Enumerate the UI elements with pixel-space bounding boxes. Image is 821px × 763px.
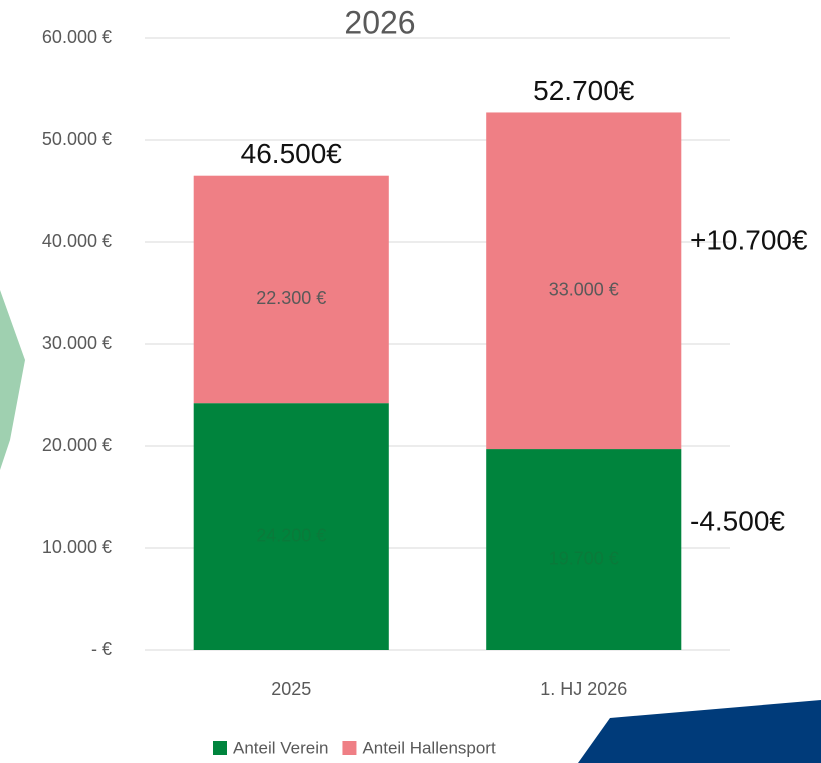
decor-arrow	[0, 290, 25, 470]
annotation: +10.700€	[690, 224, 808, 255]
y-tick-label: 40.000 €	[42, 231, 112, 251]
chart: 2026 - € 10.000 € 20.000 € 30.000 € 40.000 €…	[0, 0, 821, 763]
legend-label: Anteil Hallensport	[362, 738, 496, 757]
value-label: 33.000 €	[549, 280, 619, 300]
x-tick-label: 1. HJ 2026	[540, 679, 627, 699]
value-label: 22.300 €	[256, 288, 326, 308]
y-tick-label: - €	[91, 639, 112, 659]
legend-swatch	[213, 741, 227, 755]
legend-label: Anteil Verein	[233, 738, 328, 757]
y-tick-label: 10.000 €	[42, 537, 112, 557]
value-label: 24.200 €	[256, 525, 326, 545]
chart-title: 2026	[344, 4, 415, 40]
y-tick-label: 30.000 €	[42, 333, 112, 353]
value-label: 19.700 €	[549, 548, 619, 568]
y-tick-label: 20.000 €	[42, 435, 112, 455]
total-label: 46.500€	[241, 138, 343, 169]
x-tick-label: 2025	[271, 679, 311, 699]
y-tick-label: 50.000 €	[42, 129, 112, 149]
decor-shape	[578, 700, 821, 763]
total-label: 52.700€	[533, 75, 635, 106]
y-tick-label: 60.000 €	[42, 27, 112, 47]
annotation: -4.500€	[690, 505, 785, 536]
legend-swatch	[342, 741, 356, 755]
